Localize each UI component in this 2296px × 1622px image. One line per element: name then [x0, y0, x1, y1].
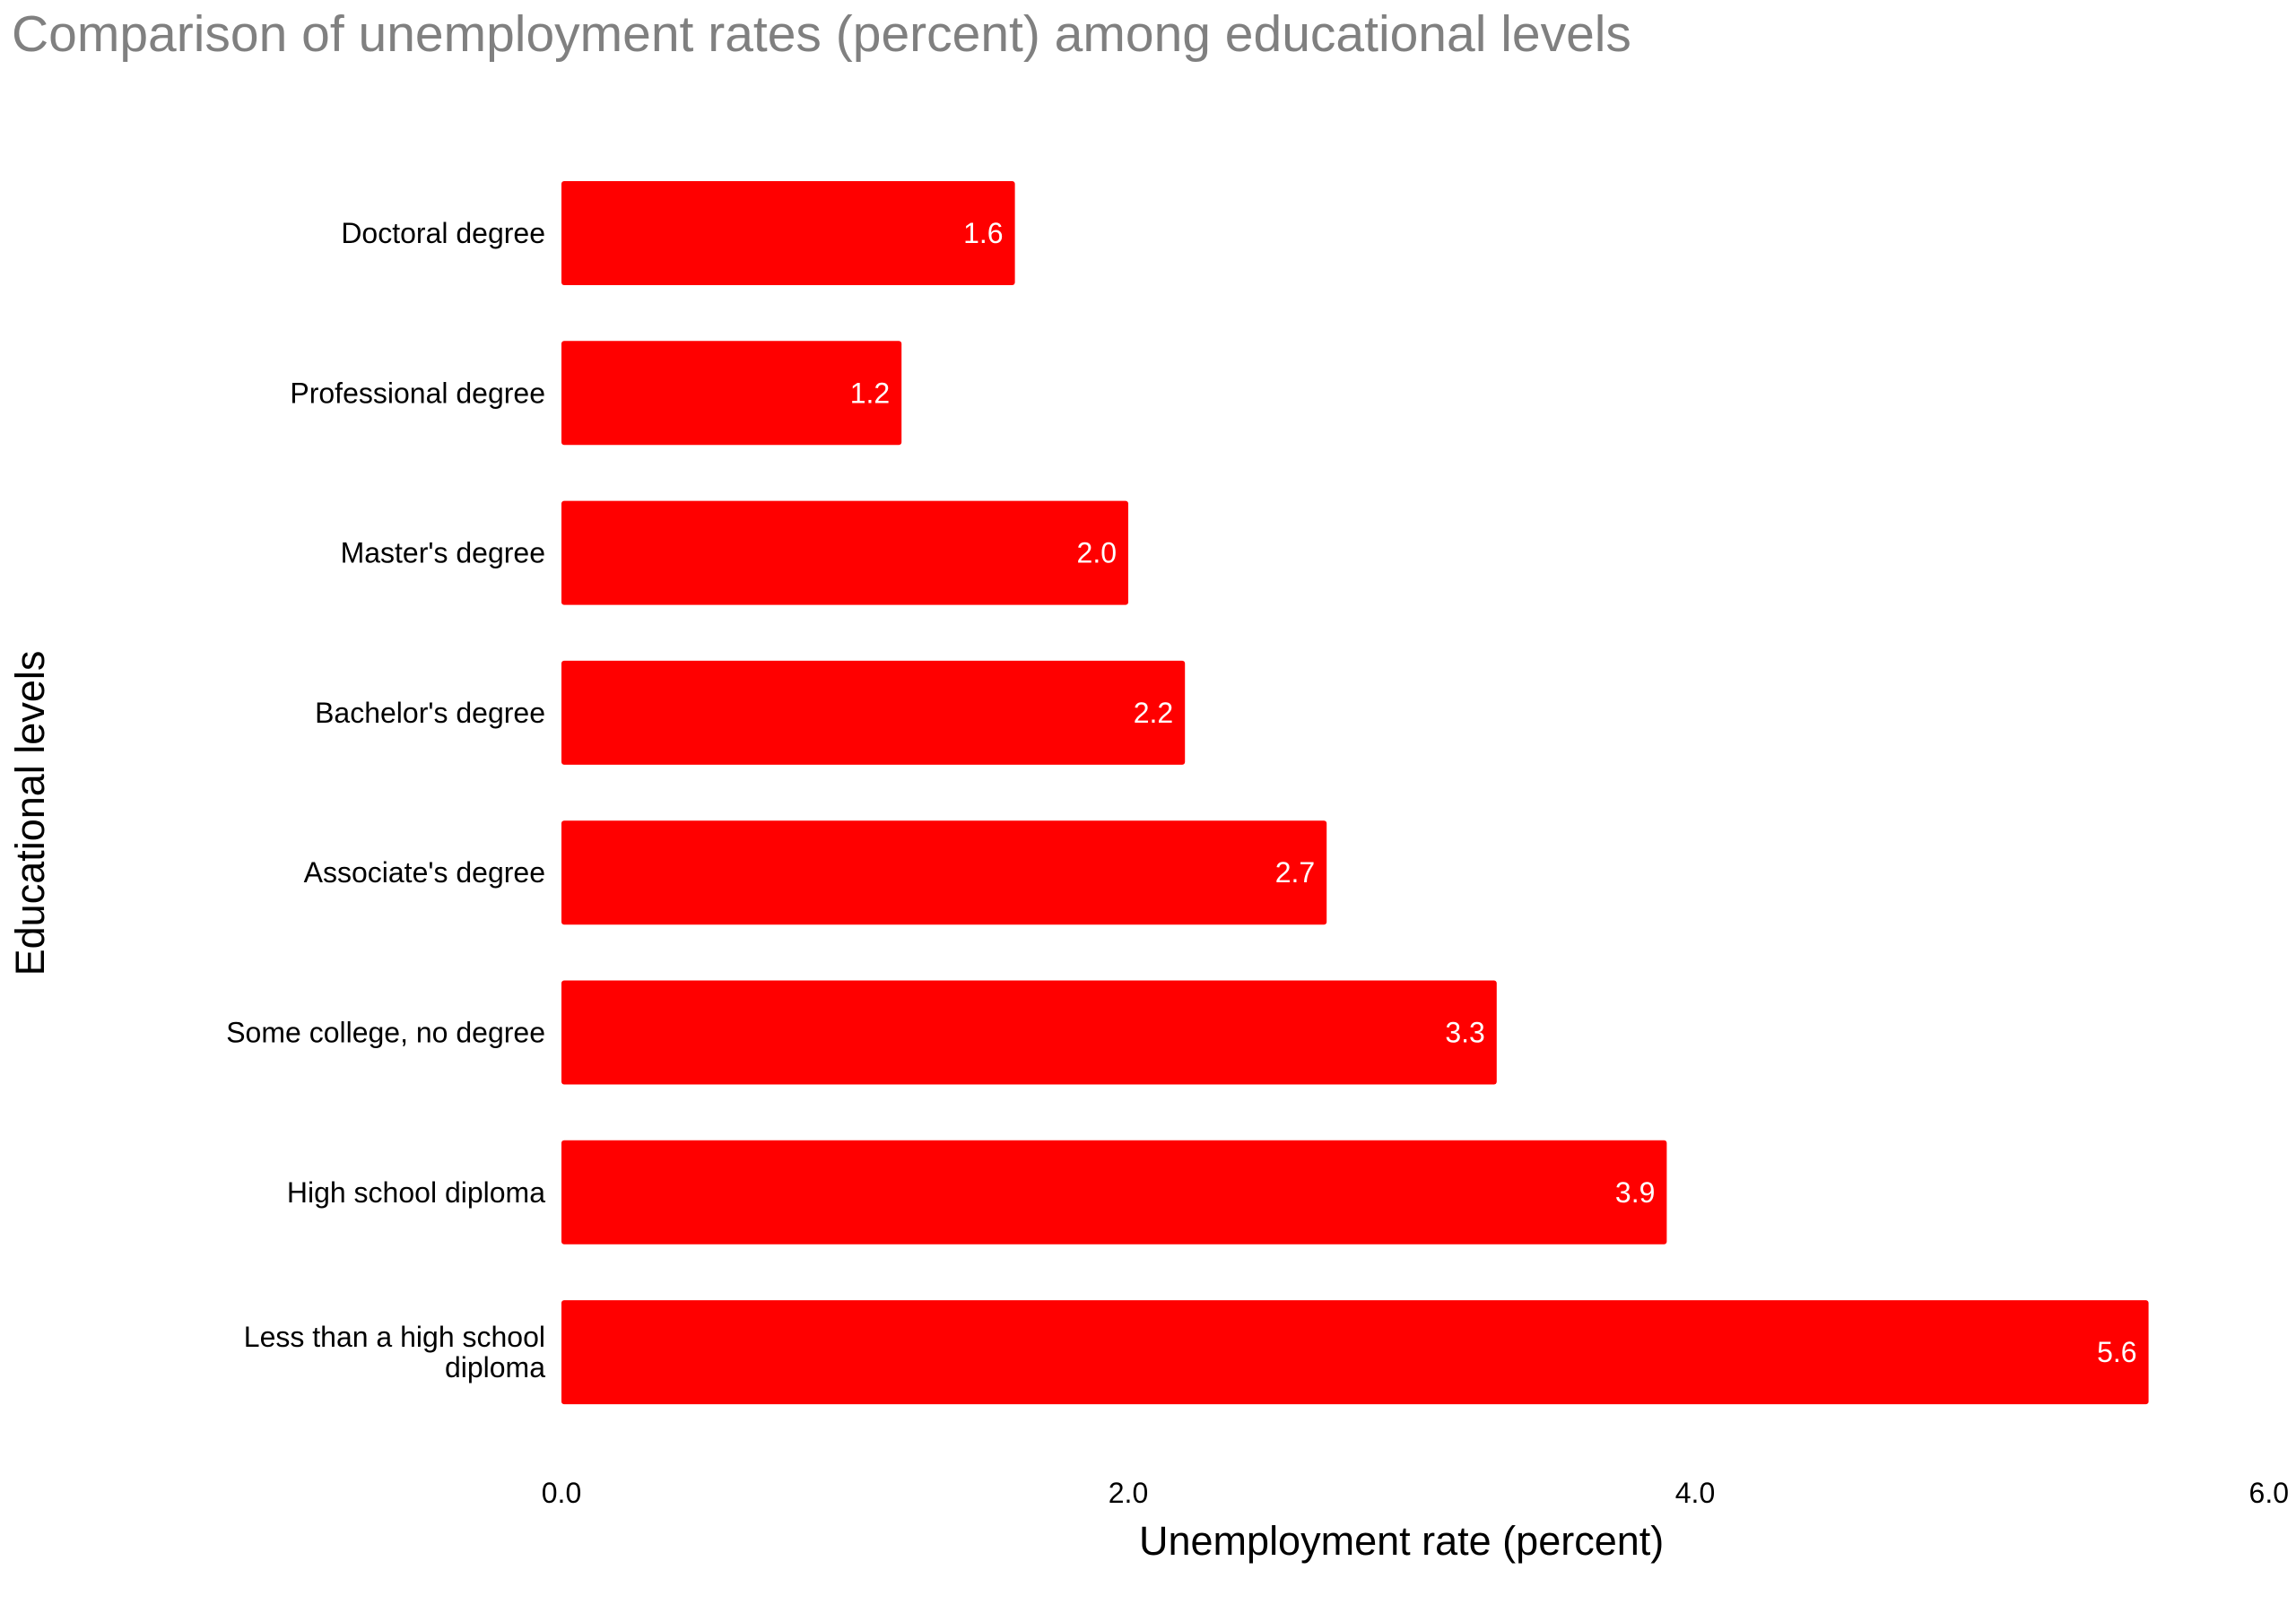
bar [561, 820, 1327, 925]
bar-value-label: 2.7 [1275, 856, 1315, 889]
chart-title: Comparison of unemployment rates (percen… [12, 5, 1631, 63]
bar [561, 1300, 2149, 1405]
bar [561, 660, 1186, 765]
bar [561, 181, 1015, 285]
bar [561, 341, 902, 446]
bar-value-label: 1.6 [963, 217, 1003, 249]
x-tick-label: 6.0 [2249, 1477, 2289, 1509]
category-label: High school diploma [287, 1176, 545, 1209]
x-tick-label: 4.0 [1675, 1477, 1715, 1509]
category-label: Less than a high school diploma [244, 1321, 545, 1383]
x-tick-label: 2.0 [1109, 1477, 1148, 1509]
bar-value-label: 2.0 [1077, 537, 1117, 569]
category-label: Professional degree [290, 377, 545, 409]
bar-value-label: 2.2 [1134, 697, 1173, 729]
category-label: Some college, no degree [226, 1017, 545, 1049]
category-label: Doctoral degree [341, 217, 545, 249]
bar-value-label: 3.3 [1445, 1017, 1484, 1049]
bar-value-label: 3.9 [1615, 1176, 1655, 1209]
category-label: Associate's degree [304, 856, 545, 889]
bar [561, 980, 1497, 1085]
x-tick-label: 0.0 [542, 1477, 581, 1509]
bar [561, 1140, 1667, 1245]
x-axis-title: Unemployment rate (percent) [1139, 1518, 1665, 1564]
category-label: Bachelor's degree [315, 697, 545, 729]
bar-value-label: 5.6 [2097, 1336, 2136, 1368]
bar [561, 500, 1128, 605]
category-label: Master's degree [341, 537, 545, 569]
bar-value-label: 1.2 [850, 377, 890, 409]
